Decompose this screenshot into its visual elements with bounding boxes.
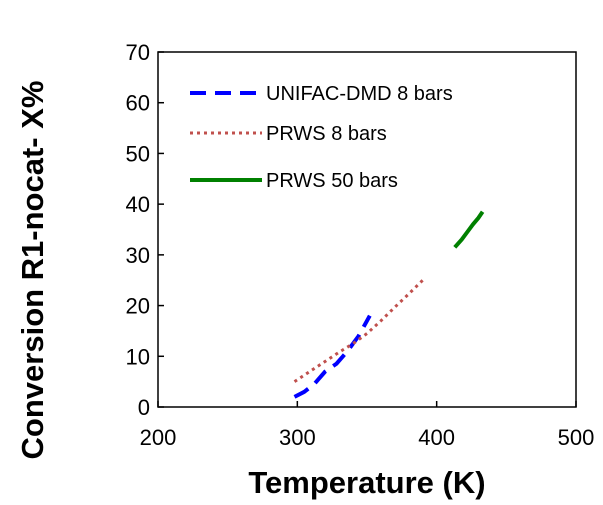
axes: 0 10 20 30 40 50 60 70 200 300 400 500	[126, 40, 595, 450]
y-tick-label: 40	[126, 192, 150, 217]
series-group	[293, 210, 485, 399]
y-tick-label: 70	[126, 40, 150, 65]
series-line-1	[293, 314, 372, 399]
x-tick-label: 400	[418, 425, 455, 450]
x-tick-label: 200	[140, 425, 177, 450]
y-axis-title: Conversion R1-nocat- X%	[15, 81, 50, 460]
legend-label-3: PRWS 50 bars	[266, 170, 398, 192]
legend: UNIFAC-DMD 8 bars PRWS 8 bars PRWS 50 bars	[190, 83, 453, 192]
y-tick-label: 60	[126, 91, 150, 116]
x-tick-label: 300	[279, 425, 316, 450]
y-tick-label: 30	[126, 243, 150, 268]
legend-label-2: PRWS 8 bars	[266, 123, 387, 145]
y-tick-label: 50	[126, 141, 150, 166]
y-tick-label: 0	[138, 395, 150, 420]
y-tick-label: 10	[126, 344, 150, 369]
series-line-3	[453, 210, 485, 249]
y-tick-label: 20	[126, 294, 150, 319]
legend-label-1: UNIFAC-DMD 8 bars	[266, 83, 453, 105]
plot-frame	[157, 51, 577, 408]
x-axis-title: Temperature (K)	[248, 465, 485, 500]
series-line-2	[293, 279, 424, 383]
x-tick-label: 500	[558, 425, 595, 450]
